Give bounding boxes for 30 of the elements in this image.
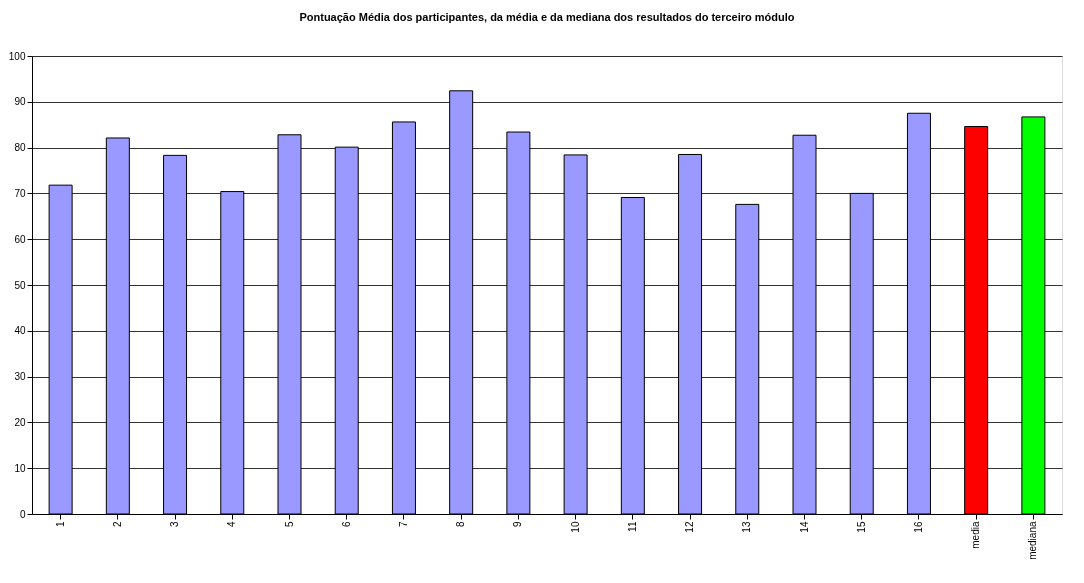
- x-tick-label: 5: [283, 521, 295, 528]
- x-tick-label: 13: [741, 521, 753, 533]
- x-tick-label: 9: [512, 521, 524, 528]
- y-tick-label: 70: [14, 187, 26, 199]
- x-tick-label: 11: [626, 521, 638, 532]
- x-tick-label: 4: [226, 521, 238, 528]
- chart-title: Pontuação Média dos participantes, da média e da mediana dos resultados do terceiro módulo: [299, 11, 795, 23]
- x-tick-label: 12: [684, 521, 696, 533]
- y-tick-label: 50: [14, 279, 26, 291]
- x-tick-label: 7: [397, 521, 409, 528]
- y-tick-label: 10: [14, 462, 26, 474]
- x-tick-label: 2: [111, 521, 123, 528]
- x-tick-label: 15: [855, 521, 867, 533]
- y-tick-label: 20: [14, 416, 26, 428]
- y-tick-label: 30: [14, 371, 26, 383]
- y-tick-label: 40: [14, 325, 26, 337]
- y-tick-label: 100: [8, 50, 26, 62]
- x-tick-label: media: [970, 521, 982, 549]
- y-tick-label: 90: [14, 96, 26, 108]
- x-tick-label: mediana: [1027, 521, 1039, 560]
- y-tick-label: 60: [14, 233, 26, 245]
- y-tick-label: 80: [14, 142, 26, 154]
- x-tick-label: 10: [569, 521, 581, 533]
- x-tick-label: 6: [340, 521, 352, 528]
- y-tick-label: 0: [19, 508, 26, 520]
- x-tick-label: 16: [912, 521, 924, 533]
- x-tick-label: 1: [54, 521, 66, 528]
- x-tick-label: 3: [169, 521, 181, 528]
- x-tick-label: 14: [798, 521, 810, 533]
- x-tick-label: 8: [455, 521, 467, 528]
